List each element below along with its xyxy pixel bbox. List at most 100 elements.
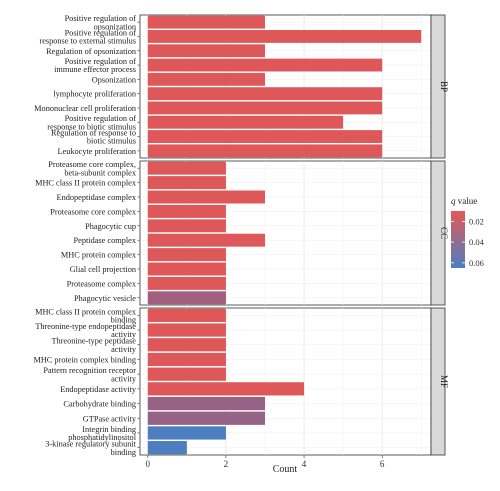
bar — [147, 44, 265, 58]
category-label: MHC class II protein complex — [35, 179, 137, 188]
category-label-line: 3-kinase regulatory subunit — [45, 440, 136, 449]
category-label-line: activity — [111, 345, 137, 354]
category-label-line: binding — [111, 315, 136, 324]
legend-color-bar — [451, 211, 465, 268]
facet-cc: Proteasome core complex, beta-subunit com… — [35, 160, 449, 306]
legend-tick-label: 0.02 — [469, 216, 484, 226]
category-label: MHC class II protein complex binding — [35, 307, 137, 324]
category-label-line: Positive regulation of — [65, 14, 137, 23]
facet-strip — [430, 14, 446, 159]
bar — [147, 248, 226, 262]
category-label-line: Integrin binding — [82, 425, 136, 434]
category-label-line: Regulation of response to — [51, 128, 136, 137]
q-value-legend: q value 0.02 0.04 0.06 — [451, 196, 485, 268]
category-label: GTPase activity — [83, 414, 137, 423]
legend-title-symbol: q — [451, 196, 456, 206]
x-axis-title: Count — [273, 464, 298, 475]
facet-bp: Positive regulation of opsonizationPositi… — [34, 14, 449, 159]
legend-tick-label: 0.06 — [469, 258, 484, 268]
bar — [147, 262, 226, 276]
category-label-line: binding — [111, 448, 136, 457]
facet-panels: Positive regulation of opsonizationPositi… — [33, 14, 449, 457]
category-label: Peptidase complex — [74, 236, 137, 245]
bar — [147, 276, 226, 290]
category-label-line: MHC protein complex — [61, 251, 137, 260]
bar — [147, 72, 265, 86]
bar — [147, 176, 226, 190]
category-label-line: Carbohydrate binding — [63, 400, 136, 409]
category-label-line: beta-subunit complex — [64, 168, 137, 177]
bar — [147, 101, 383, 115]
legend-ticks: 0.02 0.04 0.06 — [451, 216, 485, 268]
bar — [147, 15, 265, 29]
category-label-line: Threonine-type endopeptidase — [35, 322, 136, 331]
bar — [147, 352, 226, 367]
category-label: Proteasome core complex, beta-subunit com… — [48, 160, 137, 177]
category-label: 3-kinase regulatory subunit binding — [45, 440, 136, 457]
x-axis: 0 2 4 6 — [146, 455, 385, 469]
facet-strip-label: BP — [439, 81, 449, 92]
category-label: Regulation of response to biotic stimulus — [51, 128, 136, 145]
category-label: Glial cell projection — [70, 265, 137, 274]
category-label: Pattern recognition receptor activity — [43, 366, 136, 383]
bar — [147, 441, 187, 455]
facet-mf: MHC class II protein complex bindingThreo… — [33, 307, 449, 457]
category-label-line: MHC class II protein complex — [35, 307, 137, 316]
category-label-line: immune effector process — [54, 65, 136, 74]
category-label: Phagocytic vesicle — [74, 294, 136, 303]
bar — [147, 367, 226, 381]
category-label: Endopeptidase activity — [60, 385, 137, 394]
category-label-line: MHC protein complex binding — [33, 355, 136, 364]
category-label-line: Proteasome core complex — [50, 207, 137, 216]
category-label-line: Pattern recognition receptor — [43, 366, 136, 375]
category-label: Positive regulation of immune effector pr… — [54, 57, 136, 74]
category-label-line: response to external stimulus — [39, 37, 136, 46]
bar — [147, 161, 226, 175]
category-label: Opsonization — [92, 75, 137, 84]
category-label: Integrin binding phosphatidylinositol — [68, 425, 136, 442]
category-label-line: Positive regulation of — [65, 57, 137, 66]
category-label-line: Opsonization — [92, 75, 137, 84]
category-label-line: Endopeptidase activity — [60, 385, 137, 394]
category-label: Proteasome core complex — [50, 207, 137, 216]
category-label-line: activity — [111, 374, 137, 383]
category-label-line: GTPase activity — [83, 414, 137, 423]
category-label-line: Endopeptidase complex — [57, 193, 137, 202]
bar — [147, 396, 265, 411]
bar — [147, 291, 226, 305]
facet-strip-label: MF — [439, 375, 449, 388]
bar — [147, 411, 265, 425]
category-label-line: biotic stimulus — [87, 137, 136, 146]
bar — [147, 308, 226, 322]
category-label: Positive regulation of response to extern… — [39, 28, 136, 45]
category-label: lymphocyte proliferation — [53, 90, 137, 99]
category-label-line: Positive regulation of — [65, 114, 137, 123]
bar — [147, 338, 226, 352]
category-label-line: activity — [111, 330, 137, 339]
category-label: Proteasome complex — [67, 279, 137, 288]
category-label: MHC protein complex binding — [33, 355, 136, 364]
category-label-line: response to biotic stimulus — [47, 122, 136, 131]
x-tick-label: 6 — [380, 459, 385, 469]
category-label: Phagocytic cup — [85, 222, 136, 231]
bar — [147, 382, 305, 396]
bar — [147, 190, 265, 204]
category-label-line: Regulation of opsonization — [46, 47, 137, 56]
facet-strip-label: CC — [439, 227, 449, 239]
category-label: Endopeptidase complex — [57, 193, 137, 202]
x-tick-label: 0 — [146, 459, 151, 469]
category-label: Threonine-type peptidase activity — [51, 337, 136, 354]
category-label-line: Mononuclear cell proliferation — [34, 104, 137, 113]
category-label-line: MHC class II protein complex — [35, 179, 137, 188]
category-label-line: Phagocytic cup — [85, 222, 136, 231]
bar — [147, 144, 383, 158]
category-label-line: Glial cell projection — [70, 265, 137, 274]
bar — [147, 219, 226, 233]
category-label-line: Positive regulation of — [65, 28, 137, 37]
category-label: Threonine-type endopeptidase activity — [35, 322, 137, 339]
category-label: Positive regulation of opsonization — [65, 14, 137, 31]
category-label: Positive regulation of response to biotic… — [47, 114, 136, 131]
x-tick-label: 2 — [224, 459, 229, 469]
bar — [147, 323, 226, 337]
